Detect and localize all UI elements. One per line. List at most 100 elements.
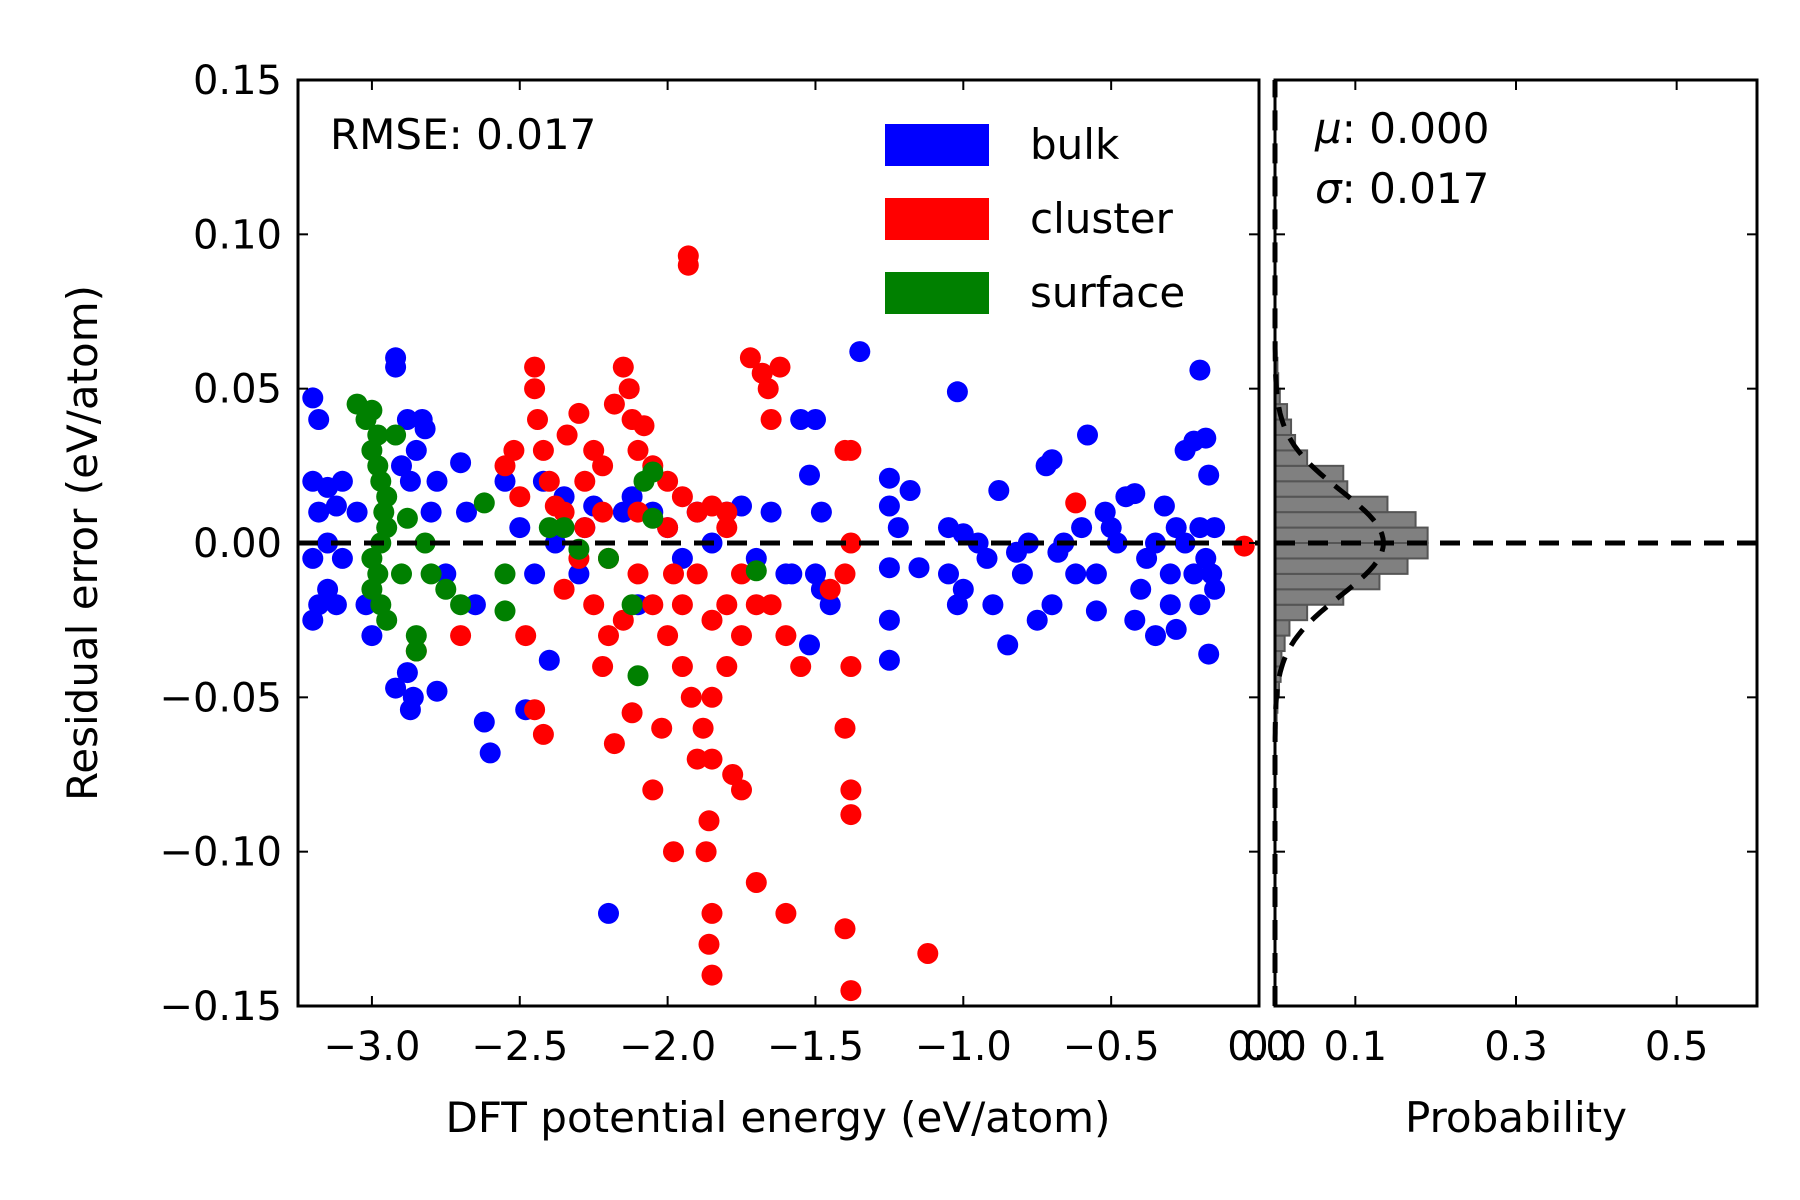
bulk-point — [1204, 578, 1226, 600]
surface-point — [598, 547, 619, 569]
bulk-point — [385, 356, 407, 378]
cluster-point — [574, 470, 596, 492]
rmse-annotation: RMSE: 0.017 — [330, 110, 596, 159]
histogram-bar — [1274, 603, 1309, 622]
bulk-point — [568, 563, 590, 585]
cluster-point — [515, 625, 537, 647]
bulk-point — [810, 501, 832, 523]
bulk-point — [414, 418, 436, 440]
cluster-point — [671, 486, 693, 508]
cluster-point — [701, 748, 723, 770]
cluster-point — [840, 779, 862, 801]
legend: bulk cluster surface — [885, 120, 1185, 317]
x-tick-label: −2.0 — [619, 1024, 716, 1070]
cluster-point — [739, 347, 761, 369]
cluster-point — [663, 841, 684, 863]
surface-point — [642, 461, 664, 483]
bulk-point — [1145, 532, 1166, 554]
bulk-point — [976, 547, 998, 569]
mu-symbol: μ — [1314, 104, 1342, 153]
bulk-point — [946, 594, 968, 616]
cluster-point — [819, 578, 841, 600]
surface-point — [391, 563, 412, 585]
cluster-point — [745, 594, 767, 616]
cluster-point — [553, 578, 575, 600]
sigma-symbol: σ — [1315, 164, 1343, 213]
y-axis-title: Residual error (eV/atom) — [58, 285, 107, 801]
bulk-point — [396, 409, 418, 430]
x-axis-title: DFT potential energy (eV/atom) — [446, 1093, 1111, 1142]
histogram-bar — [1274, 619, 1291, 637]
y-tick-label: −0.05 — [159, 675, 282, 721]
surface-point — [621, 594, 643, 616]
histogram-bar — [1274, 511, 1417, 529]
cluster-point — [568, 402, 590, 424]
cluster-point — [527, 409, 548, 430]
bulk-point — [1195, 427, 1217, 449]
hist-x-tick-label: 0.3 — [1484, 1024, 1548, 1070]
bulk-point — [967, 532, 989, 554]
bulk-point — [426, 470, 448, 492]
surface-point — [361, 399, 383, 421]
cluster-point — [532, 723, 554, 745]
cluster-point — [524, 356, 546, 378]
bulk-point — [878, 557, 900, 579]
bulk-point — [509, 517, 531, 539]
legend-swatch-cluster — [885, 198, 989, 240]
cluster-point — [701, 686, 723, 708]
scatter-x-axis: −3.0 −2.5 −2.0 −1.5 −1.0 −0.5 0.0 — [323, 80, 1291, 1070]
cluster-point — [627, 439, 649, 461]
y-tick-label: 0.05 — [193, 367, 282, 413]
surface-point — [385, 424, 407, 446]
histogram-x-axis: 0.0 0.1 0.3 0.5 — [1243, 80, 1708, 1070]
x-tick-label: 0.0 — [1227, 1024, 1291, 1070]
surface-point — [373, 501, 395, 523]
cluster-point — [538, 470, 560, 492]
cluster-point — [583, 439, 605, 461]
cluster-point — [680, 686, 702, 708]
bulk-point — [1124, 609, 1146, 631]
cluster-point — [663, 563, 684, 585]
surface-point — [376, 609, 398, 631]
cluster-point — [840, 980, 862, 1002]
bulk-point — [946, 381, 968, 403]
bulk-point — [819, 594, 841, 616]
histogram-panel: 0.0 0.1 0.3 0.5 μ: 0.000 σ: 0.017 Probabili… — [1243, 78, 1759, 1142]
bulk-point — [799, 464, 820, 486]
bulk-point — [302, 387, 324, 409]
cluster-point — [532, 439, 554, 461]
cluster-point — [494, 455, 516, 477]
bulk-point — [988, 480, 1010, 501]
cluster-point — [716, 517, 738, 539]
y-tick-label: −0.15 — [159, 984, 282, 1030]
surface-point — [494, 563, 516, 585]
bulk-point — [456, 501, 477, 523]
bulk-point — [426, 680, 448, 702]
cluster-point — [598, 625, 619, 647]
sigma-annotation: σ: 0.017 — [1315, 164, 1489, 213]
cluster-point — [524, 378, 546, 400]
surface-point — [494, 600, 516, 622]
surface-point — [473, 492, 495, 514]
x-tick-label: −1.0 — [915, 1024, 1012, 1070]
bulk-point — [1085, 600, 1107, 622]
cluster-point — [834, 717, 856, 739]
surface-point — [450, 594, 472, 616]
bulk-point — [308, 409, 330, 430]
bulk-point — [849, 341, 871, 363]
sigma-value: : 0.017 — [1342, 164, 1490, 213]
cluster-point — [509, 486, 531, 508]
bulk-point — [317, 578, 339, 600]
bulk-point — [799, 634, 820, 656]
bulk-point — [760, 501, 782, 523]
bulk-point — [982, 594, 1004, 616]
x-tick-label: −2.5 — [471, 1024, 568, 1070]
cluster-point — [583, 594, 605, 616]
cluster-point — [716, 594, 738, 616]
cluster-point — [671, 594, 693, 616]
bulk-point — [1159, 594, 1181, 616]
bulk-point — [396, 662, 418, 684]
cluster-point — [834, 563, 856, 585]
cluster-point — [633, 415, 655, 437]
